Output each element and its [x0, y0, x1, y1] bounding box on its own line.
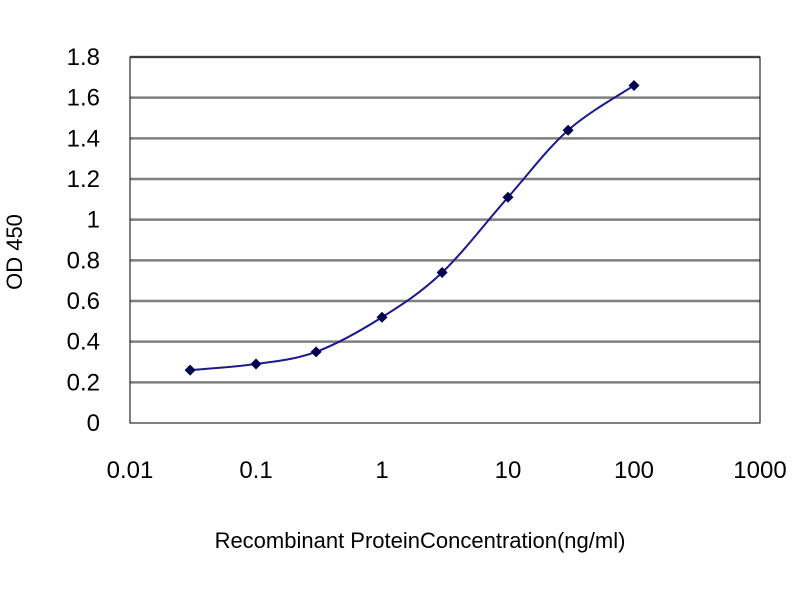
x-tick-label: 1 [375, 457, 388, 484]
y-tick-label: 1.8 [67, 44, 100, 71]
x-tick-label: 0.01 [107, 457, 154, 484]
data-point-5 [502, 191, 514, 203]
y-tick-label: 0 [87, 410, 100, 437]
x-tick-label: 0.1 [239, 457, 272, 484]
data-point-1 [250, 358, 262, 370]
x-tick-label: 1000 [733, 457, 786, 484]
data-point-4 [436, 267, 448, 279]
y-axis-ticks: 0 0.2 0.4 0.6 0.8 1 1.2 1.4 1.6 1.8 [67, 44, 100, 437]
y-tick-label: 1 [87, 207, 100, 234]
y-tick-label: 1.2 [67, 166, 100, 193]
y-tick-label: 0.4 [67, 329, 100, 356]
x-tick-label: 10 [495, 457, 522, 484]
data-point-6 [562, 124, 574, 136]
series-line-0 [190, 84, 635, 372]
data-point-0 [184, 364, 196, 376]
data-point-2 [310, 346, 322, 358]
plot-area [129, 56, 761, 424]
series [184, 79, 640, 376]
data-point-7 [628, 79, 640, 91]
data-point-3 [376, 311, 388, 323]
y-tick-label: 1.4 [67, 125, 100, 152]
y-tick-label: 0.2 [67, 369, 100, 396]
y-axis-title: OD 450 [2, 214, 27, 290]
y-tick-label: 1.6 [67, 85, 100, 112]
y-tick-label: 0.8 [67, 247, 100, 274]
x-axis-title: Recombinant ProteinConcentration(ng/ml) [215, 528, 626, 553]
x-axis-ticks: 0.01 0.1 1 10 100 1000 [107, 457, 787, 484]
x-tick-label: 100 [614, 457, 654, 484]
y-tick-label: 0.6 [67, 288, 100, 315]
